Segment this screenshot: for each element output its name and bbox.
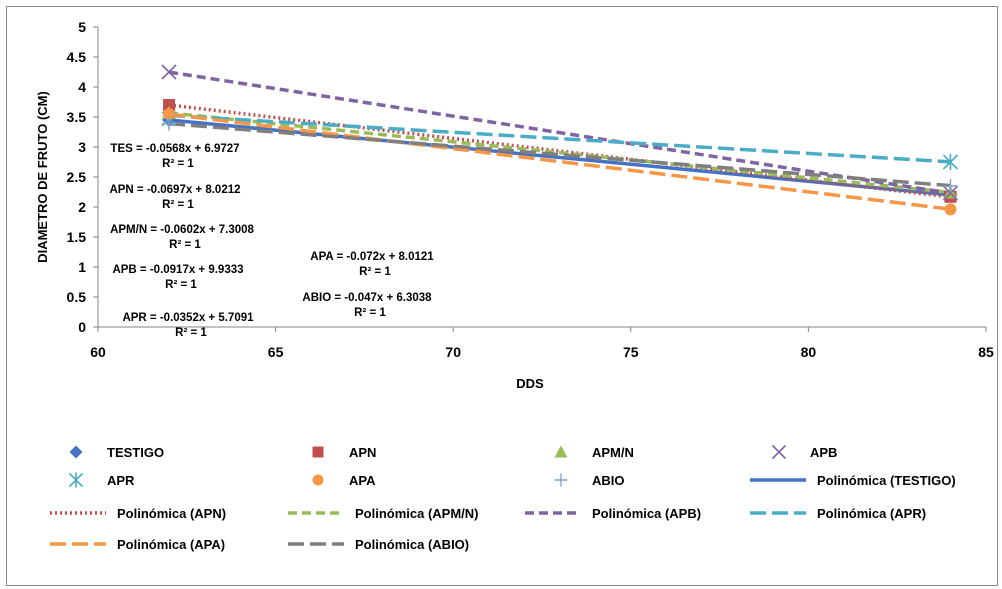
markers-layer xyxy=(161,64,959,216)
equation-label: APN = -0.0697x + 8.0212 xyxy=(109,184,240,196)
equation-label: TES = -0.0568x + 6.9727 xyxy=(110,143,239,155)
y-tick-label: 3.5 xyxy=(67,109,87,125)
legend-marker xyxy=(69,445,83,459)
legend-label: APR xyxy=(107,473,135,488)
legend-marker xyxy=(312,446,324,458)
data-point xyxy=(942,154,959,170)
legend-label: Polinómica (APM/N) xyxy=(355,506,479,521)
legend-label: TESTIGO xyxy=(107,445,164,460)
equation-label: APM/N = -0.0602x + 7.3008 xyxy=(110,224,254,236)
x-tick-label: 60 xyxy=(90,344,106,360)
trendline xyxy=(168,113,951,164)
legend-label: Polinómica (APR) xyxy=(817,506,926,521)
legend-marker xyxy=(68,472,84,488)
trendline xyxy=(168,103,951,199)
equation-label: APB = -0.0917x + 9.9333 xyxy=(112,264,243,276)
y-tick-label: 4 xyxy=(78,79,86,95)
r-squared-label: R² = 1 xyxy=(162,199,194,211)
legend-label: Polinómica (APB) xyxy=(592,506,701,521)
legend-marker xyxy=(312,474,324,486)
legend-marker xyxy=(554,473,568,487)
legend-label: Polinómica (TESTIGO) xyxy=(817,473,956,488)
y-tick-label: 2 xyxy=(78,199,86,215)
data-point xyxy=(163,99,176,111)
legend-label: Polinómica (APA) xyxy=(117,537,225,552)
r-squared-label: R² = 1 xyxy=(165,279,197,291)
data-point xyxy=(944,203,957,216)
r-squared-label: R² = 1 xyxy=(359,266,391,278)
y-tick-label: 2.5 xyxy=(67,169,87,185)
r-squared-label: R² = 1 xyxy=(175,327,207,339)
legend: TESTIGO APN APM/N APB APR APA ABIO Polinómica (… xyxy=(50,444,956,552)
legend-marker xyxy=(554,445,568,458)
equations-layer: TES = -0.0568x + 6.9727 R² = 1 APN = -0.06… xyxy=(109,143,434,339)
trendline xyxy=(168,121,951,188)
legend-label: ABIO xyxy=(592,473,625,488)
y-tick-label: 3 xyxy=(78,139,86,155)
y-tick-label: 5 xyxy=(78,19,86,35)
legend-label: APA xyxy=(349,473,376,488)
x-tick-label: 70 xyxy=(445,344,461,360)
data-point xyxy=(162,116,177,131)
legend-marker xyxy=(771,444,787,460)
y-axis-label: DIAMETRO DE FRUTO (CM) xyxy=(35,91,50,263)
y-tick-label: 0.5 xyxy=(67,289,87,305)
y-tick-label: 4.5 xyxy=(67,49,87,65)
legend-label: Polinómica (ABIO) xyxy=(355,537,469,552)
x-tick-label: 85 xyxy=(978,344,994,360)
legend-label: APN xyxy=(349,445,376,460)
trendline xyxy=(168,111,951,195)
legend-label: APB xyxy=(810,445,837,460)
y-tick-label: 1.5 xyxy=(67,229,87,245)
x-tick-label: 80 xyxy=(801,344,817,360)
y-tick-label: 1 xyxy=(78,259,86,275)
equation-label: APA = -0.072x + 8.0121 xyxy=(310,251,434,263)
trendline xyxy=(168,112,951,211)
trendline xyxy=(168,70,951,195)
data-point xyxy=(161,64,177,80)
axes-layer: 0 0.5 1 1.5 2 2.5 3 3.5 4 4.5 5 60 65 70 75 80 85 xyxy=(67,19,994,360)
y-tick-label: 0 xyxy=(78,319,86,335)
equation-label: APR = -0.0352x + 5.7091 xyxy=(122,312,254,324)
x-tick-label: 75 xyxy=(623,344,639,360)
data-point xyxy=(943,179,958,193)
legend-label: APM/N xyxy=(592,445,634,460)
r-squared-label: R² = 1 xyxy=(162,158,194,170)
legend-label: Polinómica (APN) xyxy=(117,506,226,521)
trendlines-layer xyxy=(168,70,951,211)
x-axis-label: DDS xyxy=(516,376,544,391)
r-squared-label: R² = 1 xyxy=(169,239,201,251)
x-tick-label: 65 xyxy=(268,344,284,360)
data-point xyxy=(942,185,959,201)
equation-label: ABIO = -0.047x + 6.3038 xyxy=(302,292,432,304)
data-point xyxy=(163,108,176,120)
r-squared-label: R² = 1 xyxy=(354,307,386,319)
